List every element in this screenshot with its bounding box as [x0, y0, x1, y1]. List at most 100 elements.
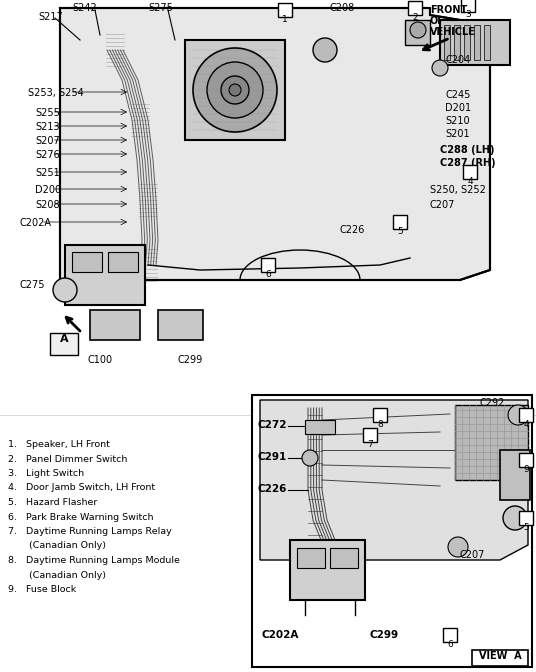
Circle shape — [229, 84, 241, 96]
Bar — [440, 20, 510, 65]
Polygon shape — [260, 400, 528, 560]
Bar — [252, 395, 532, 667]
Text: 3.   Light Switch: 3. Light Switch — [8, 469, 84, 478]
Bar — [0, 0, 536, 415]
Text: C207: C207 — [430, 200, 456, 210]
Text: 2: 2 — [412, 13, 418, 22]
Circle shape — [302, 450, 318, 466]
Text: C204: C204 — [445, 55, 470, 65]
Text: VIEW  A: VIEW A — [479, 651, 522, 661]
Bar — [461, 0, 475, 12]
Text: 2.   Panel Dimmer Switch: 2. Panel Dimmer Switch — [8, 454, 128, 464]
Text: 5.   Hazard Flasher: 5. Hazard Flasher — [8, 498, 98, 507]
Text: S208: S208 — [35, 200, 59, 210]
Text: C226: C226 — [258, 484, 287, 494]
Circle shape — [410, 22, 426, 38]
Circle shape — [207, 62, 263, 118]
Circle shape — [53, 278, 77, 302]
Text: C202A: C202A — [262, 630, 300, 640]
Bar — [393, 215, 407, 229]
Text: 7.   Daytime Running Lamps Relay: 7. Daytime Running Lamps Relay — [8, 527, 172, 536]
Text: S276: S276 — [35, 150, 59, 160]
Text: 1: 1 — [282, 15, 288, 24]
Bar — [305, 420, 335, 434]
Text: 6.   Park Brake Warning Switch: 6. Park Brake Warning Switch — [8, 513, 153, 521]
Bar — [472, 650, 528, 666]
Text: S253, S254: S253, S254 — [28, 88, 84, 98]
Bar — [519, 408, 533, 422]
Circle shape — [221, 76, 249, 104]
Text: C226: C226 — [340, 225, 366, 235]
Text: C287 (RH): C287 (RH) — [440, 158, 496, 168]
Text: S201: S201 — [445, 129, 470, 139]
Bar — [72, 252, 102, 272]
Text: C208: C208 — [330, 3, 355, 13]
Text: 8.   Daytime Running Lamps Module: 8. Daytime Running Lamps Module — [8, 556, 180, 565]
Text: 5: 5 — [523, 523, 529, 532]
Text: C288 (LH): C288 (LH) — [440, 145, 495, 155]
Text: S217: S217 — [38, 12, 63, 22]
Bar — [158, 310, 203, 340]
Text: C245: C245 — [445, 90, 471, 100]
Bar — [290, 540, 365, 600]
Bar — [519, 453, 533, 467]
Text: 5: 5 — [397, 227, 403, 236]
Bar — [50, 333, 78, 355]
Text: D201: D201 — [445, 103, 471, 113]
Bar — [500, 450, 530, 500]
Text: (Canadian Only): (Canadian Only) — [8, 542, 106, 550]
Bar — [363, 428, 377, 442]
Text: C202A: C202A — [20, 218, 52, 228]
Bar — [474, 25, 480, 60]
Text: 8: 8 — [377, 420, 383, 429]
Bar — [484, 25, 490, 60]
Text: 9.   Fuse Block: 9. Fuse Block — [8, 585, 76, 594]
Text: VEHICLE: VEHICLE — [430, 27, 476, 37]
Bar — [297, 548, 325, 568]
Text: S213: S213 — [35, 122, 59, 132]
Bar — [463, 165, 477, 179]
Polygon shape — [60, 8, 490, 280]
Bar — [373, 408, 387, 422]
Text: 6: 6 — [265, 270, 271, 279]
Bar — [278, 3, 292, 17]
Text: S242: S242 — [72, 3, 97, 13]
Bar — [464, 25, 470, 60]
Text: OF: OF — [430, 16, 445, 26]
Text: 4: 4 — [467, 177, 473, 186]
Text: C299: C299 — [370, 630, 399, 640]
Text: D200: D200 — [35, 185, 61, 195]
Text: C291: C291 — [258, 452, 287, 462]
Text: C100: C100 — [87, 355, 113, 365]
Circle shape — [193, 48, 277, 132]
Bar — [261, 258, 275, 272]
Text: C299: C299 — [177, 355, 203, 365]
Text: C292: C292 — [480, 398, 505, 408]
Text: S275: S275 — [148, 3, 173, 13]
Bar — [330, 548, 358, 568]
Circle shape — [313, 38, 337, 62]
Circle shape — [503, 506, 527, 530]
Bar — [444, 25, 450, 60]
Bar — [90, 310, 140, 340]
Text: 6: 6 — [447, 640, 453, 649]
Text: 3: 3 — [465, 10, 471, 19]
Bar — [65, 245, 145, 305]
Text: C272: C272 — [258, 420, 287, 430]
Circle shape — [508, 405, 528, 425]
Bar — [405, 20, 430, 45]
Bar — [443, 628, 457, 642]
Circle shape — [432, 60, 448, 76]
Text: A: A — [59, 334, 68, 344]
Text: (Canadian Only): (Canadian Only) — [8, 571, 106, 579]
Text: C207: C207 — [460, 550, 486, 560]
Bar — [108, 252, 138, 272]
Text: S255: S255 — [35, 108, 60, 118]
Circle shape — [448, 537, 468, 557]
Text: S207: S207 — [35, 136, 59, 146]
Text: 4.   Door Jamb Switch, LH Front: 4. Door Jamb Switch, LH Front — [8, 483, 155, 493]
Bar — [408, 1, 422, 15]
Text: S250, S252: S250, S252 — [430, 185, 486, 195]
Text: C275: C275 — [20, 280, 46, 290]
Text: 7: 7 — [367, 440, 373, 449]
